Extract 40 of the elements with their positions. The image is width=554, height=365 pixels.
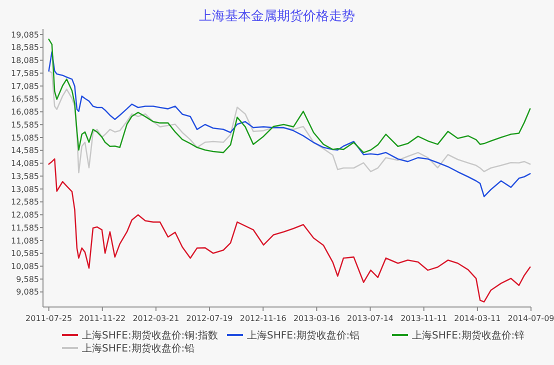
y-tick-label: 9,085 (16, 288, 39, 297)
y-tick-label: 17,585 (11, 68, 39, 78)
legend-label: 上海SHFE:期货收盘价:铝 (247, 330, 360, 342)
y-tick-label: 16,085 (11, 108, 39, 117)
y-tick-label: 12,085 (11, 210, 39, 220)
x-tick-label: 2013-07-14 (347, 314, 394, 323)
x-tick-label: 2012-11-16 (240, 314, 286, 323)
line-series (48, 51, 531, 198)
line-series (48, 38, 531, 154)
y-tick-label: 16,585 (11, 94, 39, 104)
y-tick-label: 10,585 (11, 249, 39, 258)
y-tick-label: 17,085 (11, 82, 39, 91)
line-series (48, 70, 531, 174)
x-tick-label: 2011-07-25 (26, 314, 72, 323)
y-tick-label: 10,085 (11, 262, 39, 271)
y-tick-label: 18,085 (11, 56, 39, 66)
x-tick-label: 2013-03-16 (293, 314, 340, 323)
y-tick-label: 13,585 (11, 172, 39, 181)
y-tick-label: 9,585 (16, 274, 39, 284)
line-series (48, 158, 531, 302)
y-tick-label: 13,085 (11, 184, 39, 194)
legend-label: 上海SHFE:期货收盘价:铜:指数 (82, 330, 218, 342)
x-tick-label: 2012-07-19 (186, 314, 233, 323)
x-tick-label: 2014-03-11 (454, 314, 501, 323)
legend-label: 上海SHFE:期货收盘价:铅 (82, 342, 195, 354)
y-tick-label: 14,585 (11, 146, 39, 156)
chart-title: 上海基本金属期货价格走势 (199, 9, 355, 24)
y-tick-label: 12,585 (11, 198, 39, 207)
x-tick-label: 2012-03-21 (132, 314, 180, 323)
y-tick-label: 11,085 (11, 236, 39, 246)
y-tick-label: 11,585 (11, 223, 39, 232)
y-tick-label: 19,085 (11, 30, 39, 40)
y-tick-label: 14,085 (11, 159, 39, 168)
y-tick-label: 18,585 (11, 43, 39, 52)
x-tick-label: 2013-11-11 (400, 314, 448, 323)
y-tick-label: 15,585 (11, 120, 39, 130)
y-tick-label: 15,085 (11, 133, 39, 142)
legend-label: 上海SHFE:期货收盘价:锌 (412, 330, 525, 342)
x-tick-label: 2011-11-22 (79, 314, 126, 323)
x-tick-label: 2014-07-09 (508, 314, 554, 323)
